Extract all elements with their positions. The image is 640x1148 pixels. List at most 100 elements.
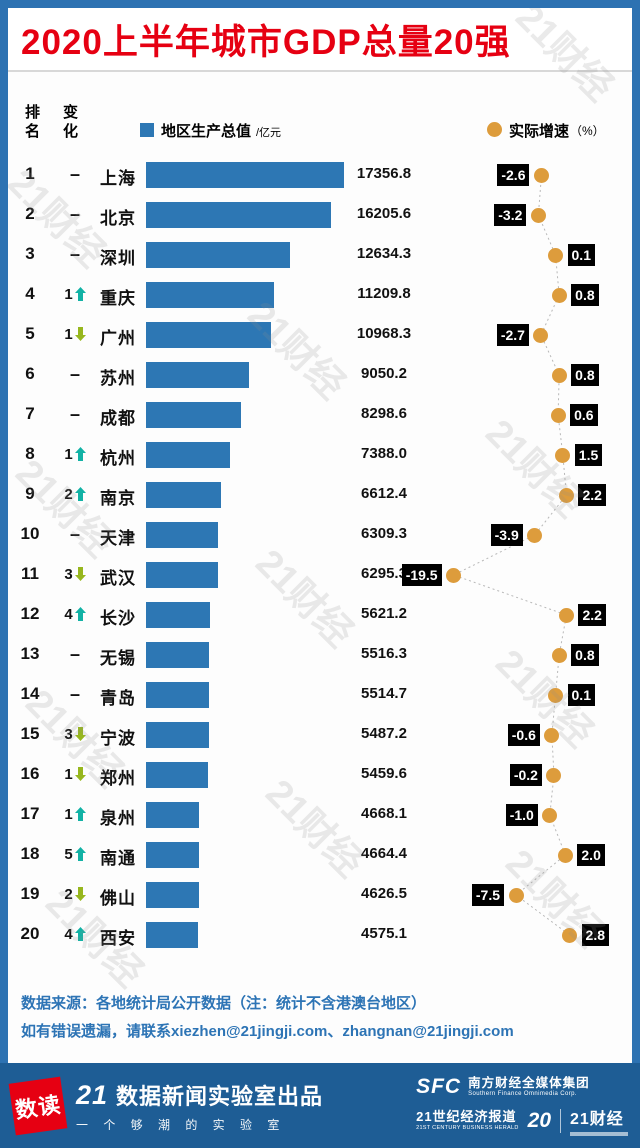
gdp-value: 9050.2 bbox=[361, 365, 407, 382]
city-name: 深圳 bbox=[100, 249, 136, 268]
rank-value: 17 bbox=[20, 804, 40, 823]
rank-value: 8 bbox=[25, 444, 35, 463]
city-name: 南通 bbox=[100, 849, 136, 868]
city-name: 天津 bbox=[100, 529, 136, 548]
chart-row: 2 – 北京 16205.6 -3.2 bbox=[8, 195, 632, 235]
rank-change: 4 bbox=[50, 922, 100, 946]
gdp-value: 5621.2 bbox=[361, 605, 407, 622]
chart-row: 19 2 佛山 4626.5 -7.5 bbox=[8, 875, 632, 915]
city-name: 宁波 bbox=[100, 729, 136, 748]
gdp-value: 5459.6 bbox=[361, 765, 407, 782]
gdp-value: 4575.1 bbox=[361, 925, 407, 942]
jingji-logo-block: 21财经 bbox=[570, 1105, 628, 1136]
city-name: 重庆 bbox=[100, 289, 136, 308]
rank-column-header: 排名 bbox=[23, 104, 40, 142]
gdp-bar bbox=[146, 242, 291, 268]
sfc-row: SFC 南方财经全媒体集团 Southern Finance Omnimedia… bbox=[416, 1075, 590, 1099]
rank-down-arrow-icon bbox=[74, 327, 86, 341]
rank-change-number: 1 bbox=[64, 325, 73, 343]
chart-row: 12 4 长沙 5621.2 2.2 bbox=[8, 595, 632, 635]
city-name: 北京 bbox=[100, 209, 136, 228]
rank-value: 6 bbox=[25, 364, 35, 383]
rank-value: 4 bbox=[25, 284, 35, 303]
growth-dot-icon bbox=[546, 767, 562, 783]
rank-value: 20 bbox=[20, 924, 40, 943]
chart-row: 16 1 郑州 5459.6 -0.2 bbox=[8, 755, 632, 795]
growth-dot-icon bbox=[530, 207, 546, 223]
chart-row: 17 1 泉州 4668.1 -1.0 bbox=[8, 795, 632, 835]
rank-change: 1 bbox=[50, 322, 100, 346]
rank-down-arrow-icon bbox=[74, 887, 86, 901]
rank-change-number: 5 bbox=[64, 845, 73, 863]
rank-value: 1 bbox=[25, 164, 35, 183]
growth-value: -1.0 bbox=[505, 804, 538, 826]
herald-name-cn: 21世纪经济报道 bbox=[416, 1109, 517, 1125]
gdp-bar bbox=[146, 682, 209, 708]
rank-up-arrow-icon bbox=[74, 927, 86, 941]
growth-value: 0.6 bbox=[570, 404, 598, 426]
rank-change: 1 bbox=[50, 282, 100, 306]
rank-value: 5 bbox=[25, 324, 35, 343]
herald-name-en: 21ST CENTURY BUSINESS HERALD bbox=[416, 1125, 519, 1131]
gdp-bar bbox=[146, 602, 211, 628]
growth-value: -0.2 bbox=[509, 764, 542, 786]
rank-change: – bbox=[69, 203, 80, 224]
growth-dot-icon bbox=[557, 847, 573, 863]
rank-change-number: 4 bbox=[64, 605, 73, 623]
chart-row: 20 4 西安 4575.1 2.8 bbox=[8, 915, 632, 955]
gdp-value: 6309.3 bbox=[361, 525, 407, 542]
growth-value: -0.6 bbox=[507, 724, 540, 746]
gdp-value: 7388.0 bbox=[361, 445, 407, 462]
city-name: 南京 bbox=[100, 489, 136, 508]
growth-value: -7.5 bbox=[471, 884, 504, 906]
growth-legend-label: 实际增速 bbox=[509, 123, 570, 140]
growth-value: -2.6 bbox=[497, 164, 530, 186]
growth-dot-icon bbox=[446, 567, 462, 583]
growth-dot-icon bbox=[551, 367, 567, 383]
brand-left: 数读 21 数据新闻实验室出品 一 个 够 潮 的 实 验 室 bbox=[8, 1076, 323, 1135]
chart-row: 5 1 广州 10968.3 -2.7 bbox=[8, 315, 632, 355]
rank-value: 15 bbox=[20, 724, 40, 743]
herald-names: 21世纪经济报道 21ST CENTURY BUSINESS HERALD bbox=[416, 1109, 519, 1131]
growth-dot-icon bbox=[551, 287, 567, 303]
chart-row: 9 2 南京 6612.4 2.2 bbox=[8, 475, 632, 515]
rank-value: 10 bbox=[20, 524, 40, 543]
rank-up-arrow-icon bbox=[74, 487, 86, 501]
rank-value: 18 bbox=[20, 844, 40, 863]
chart-row: 18 5 南通 4664.4 2.0 bbox=[8, 835, 632, 875]
gdp-bar bbox=[146, 802, 200, 828]
rank-change: 1 bbox=[50, 762, 100, 786]
rank-down-arrow-icon bbox=[74, 767, 86, 781]
rank-down-arrow-icon bbox=[74, 727, 86, 741]
rank-change-number: 3 bbox=[64, 725, 73, 743]
growth-value: 0.8 bbox=[571, 364, 599, 386]
herald-row: 21世纪经济报道 21ST CENTURY BUSINESS HERALD 20… bbox=[416, 1105, 628, 1136]
vertical-divider bbox=[560, 1108, 561, 1133]
growth-value: 1.5 bbox=[574, 444, 603, 466]
growth-value: 0.1 bbox=[567, 244, 595, 266]
header: 2020上半年城市GDP总量20强 bbox=[8, 8, 632, 72]
rank-change: 2 bbox=[50, 482, 100, 506]
rank-change: – bbox=[69, 363, 80, 384]
growth-value: 2.0 bbox=[577, 844, 605, 866]
gdp-value: 6612.4 bbox=[361, 485, 407, 502]
rank-change: 5 bbox=[50, 842, 100, 866]
studio-21: 21 bbox=[76, 1079, 109, 1110]
growth-legend-unit: （%） bbox=[570, 124, 605, 138]
rank-change-number: 2 bbox=[64, 885, 73, 903]
footer-notes: 数据来源：各地统计局公开数据（注：统计不含港澳台地区） 如有错误遗漏，请联系xi… bbox=[21, 990, 514, 1046]
gdp-value: 4668.1 bbox=[361, 805, 407, 822]
sfc-names: 南方财经全媒体集团 Southern Finance Omnimedia Cor… bbox=[468, 1076, 590, 1097]
rank-change: – bbox=[69, 403, 80, 424]
gdp-bar bbox=[146, 202, 331, 228]
rank-up-arrow-icon bbox=[74, 287, 86, 301]
rank-change-number: 1 bbox=[64, 445, 73, 463]
rank-value: 14 bbox=[20, 684, 40, 703]
chart-row: 10 – 天津 6309.3 -3.9 bbox=[8, 515, 632, 555]
gdp-bar bbox=[146, 842, 200, 868]
gdp-value: 16205.6 bbox=[356, 205, 412, 222]
rank-change-number: 2 bbox=[64, 485, 73, 503]
rank-change-number: 4 bbox=[64, 925, 73, 943]
growth-value: -19.5 bbox=[401, 564, 442, 586]
gdp-legend-swatch bbox=[140, 123, 154, 137]
